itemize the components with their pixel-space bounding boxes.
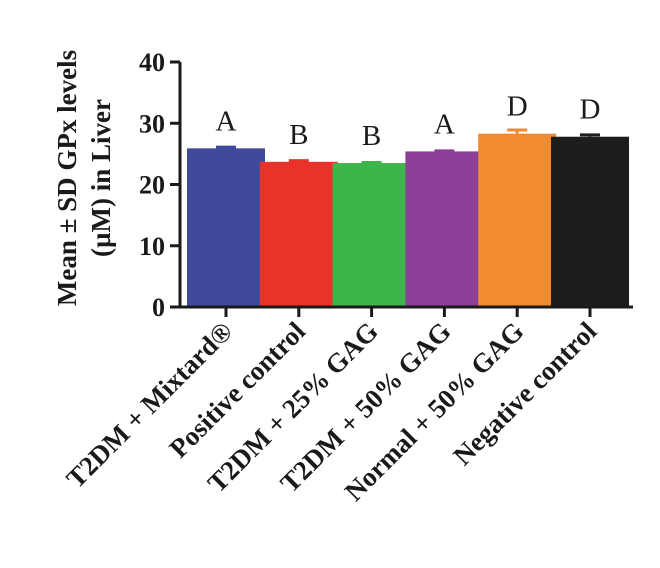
significance-letter: D — [507, 91, 528, 123]
y-tick-label: 30 — [139, 109, 165, 138]
bar — [332, 163, 411, 307]
bar — [259, 161, 338, 307]
bar — [478, 133, 557, 307]
significance-letter: A — [216, 105, 237, 137]
significance-letter: B — [362, 120, 381, 152]
significance-letter: B — [289, 119, 308, 151]
y-tick-label: 20 — [139, 171, 165, 200]
y-axis-title-line2: (µM) in Liver — [86, 99, 116, 257]
bar — [551, 136, 629, 307]
bars-group: A B B AD D — [187, 91, 629, 307]
bar — [187, 148, 265, 307]
y-tick-label: 10 — [139, 232, 165, 261]
y-axis-title-line1: Mean ± SD GPx levels — [52, 50, 82, 306]
y-tick-label: 40 — [139, 48, 165, 77]
y-axis-title: Mean ± SD GPx levels (µM) in Liver — [52, 50, 116, 306]
significance-letter: A — [434, 108, 455, 140]
bar — [405, 151, 484, 307]
significance-letter: D — [580, 94, 601, 126]
y-axis: 0 10 20 30 40 — [139, 48, 182, 322]
y-tick-label: 0 — [152, 293, 165, 322]
